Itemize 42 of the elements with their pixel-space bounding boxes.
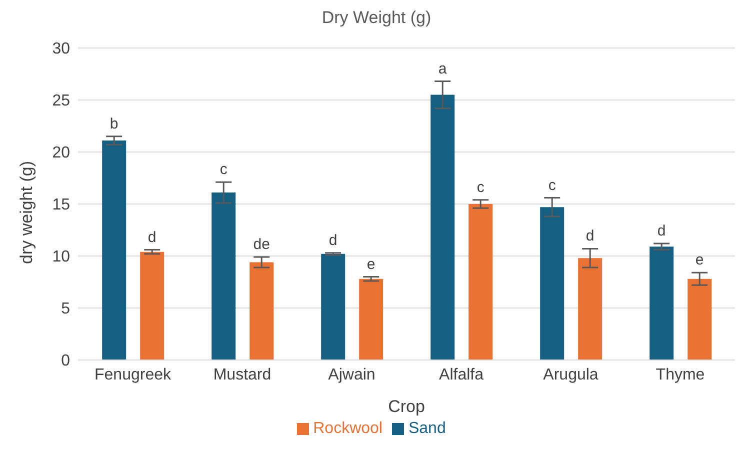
bar [688, 278, 712, 360]
data-label: de [253, 236, 270, 254]
bar [468, 204, 493, 360]
data-label: b [110, 115, 118, 132]
bar [250, 262, 274, 360]
x-tick-label: Thyme [656, 366, 705, 384]
bar [540, 207, 564, 360]
data-label: a [438, 60, 448, 78]
data-label: e [366, 256, 376, 273]
data-label: d [586, 228, 594, 245]
bar [650, 246, 674, 360]
data-label: d [328, 232, 338, 249]
bar [140, 252, 164, 360]
x-tick-label: Fenugreek [94, 366, 172, 384]
x-tick-label: Ajwain [328, 366, 376, 384]
data-label: d [148, 228, 156, 246]
y-tick-label: 30 [52, 40, 70, 58]
y-tick-label: 20 [52, 144, 70, 162]
bar [359, 278, 384, 360]
y-tick-label: 5 [61, 300, 70, 318]
bar [578, 258, 602, 360]
bar [430, 94, 455, 360]
y-tick-label: 25 [52, 92, 70, 110]
bar [321, 254, 346, 360]
data-label: c [476, 178, 485, 196]
legend-label: Sand [408, 420, 446, 437]
data-label: c [220, 161, 228, 178]
y-tick-label: 10 [52, 248, 70, 266]
data-label: e [695, 252, 704, 269]
data-label: d [657, 222, 666, 240]
bar [102, 140, 126, 360]
y-axis-title: dry weight (g) [17, 161, 36, 264]
legend-label: Rockwool [313, 420, 382, 437]
x-tick-label: Mustard [213, 366, 272, 384]
y-tick-label: 15 [52, 196, 70, 214]
x-axis-title: Crop [388, 397, 425, 416]
y-tick-label: 0 [61, 352, 70, 370]
x-tick-label: Alfalfa [439, 366, 484, 384]
bar [212, 192, 236, 360]
chart-title: Dry Weight (g) [320, 8, 432, 29]
data-label: c [548, 176, 556, 194]
x-tick-label: Arugula [543, 366, 598, 384]
